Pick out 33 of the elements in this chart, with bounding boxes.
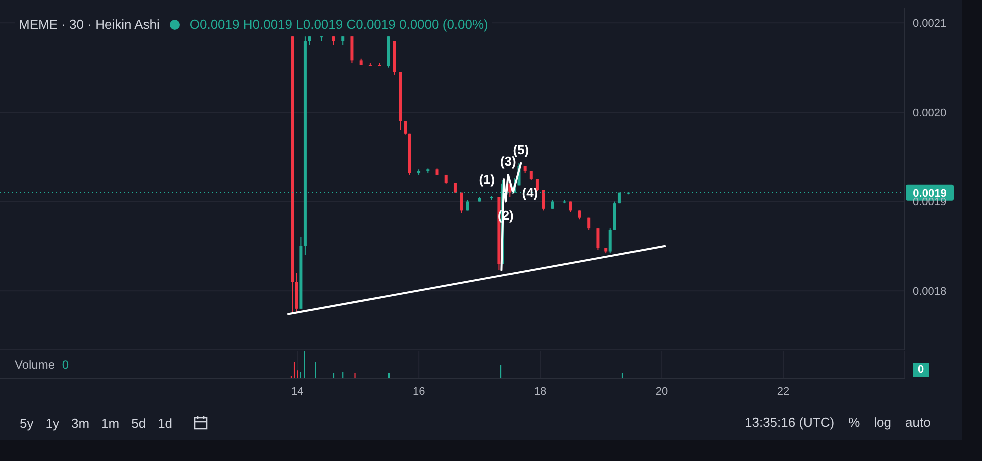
annotation: 0 [62,358,70,372]
text: Volume [15,358,56,372]
text: auto [906,415,931,430]
text: 1m [102,416,120,430]
text: 1y [46,416,60,430]
text: 5y [20,416,34,430]
text: 3m [71,416,90,430]
annotation: (1) [479,172,496,188]
y-tick-label: 0.0021 [913,18,947,30]
annotation: (4) [522,185,538,200]
candlestick [596,228,600,250]
candlestick [460,192,464,214]
candlestick [542,190,546,212]
text: 13:35:16 (UTC) [745,415,835,430]
x-tick-label: 20 [656,386,668,398]
y-tick-label: 0.0018 [913,286,947,298]
text: 0 [913,363,930,377]
x-tick-label: 18 [534,386,547,398]
text: MEME · 30 · Heikin Ashi [19,17,160,32]
text: O0.0019 H0.0019 L0.0019 C0.0019 0.0000 (0.00%) [190,17,488,32]
y-tick-label: 0.0020 [913,107,947,120]
x-tick-label: 16 [412,386,426,398]
text: 5d [132,416,146,430]
candlestick [608,228,612,254]
annotation: (5) [513,142,530,158]
text: log [874,415,892,430]
text: 1d [158,416,173,430]
x-tick-label: 22 [777,386,790,398]
candlestick [454,182,457,194]
candlestick [588,217,591,231]
x-tick-label: 14 [291,386,304,398]
text: % [848,415,860,430]
candlestick [404,120,408,136]
